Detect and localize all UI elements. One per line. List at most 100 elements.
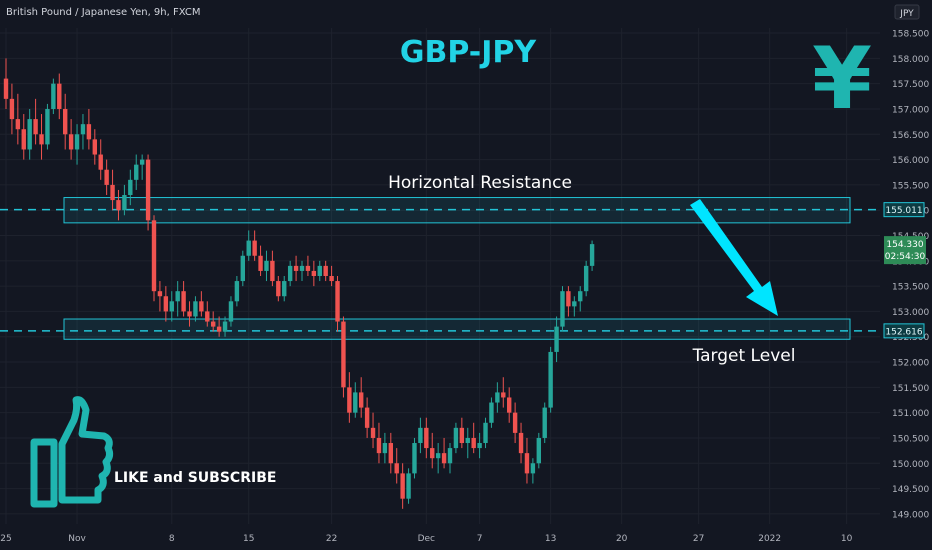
x-tick-label: 20 <box>616 534 628 544</box>
candle-body <box>329 276 334 282</box>
candle <box>477 432 482 459</box>
candle <box>412 437 417 479</box>
candle <box>441 437 447 469</box>
candle-body <box>341 321 346 388</box>
candle-body <box>27 119 32 150</box>
x-axis[interactable]: 25 Nov 8 15 22 Dec 7 13 20 27 2022 10 <box>0 534 852 544</box>
candle-body <box>187 311 192 317</box>
candle <box>104 159 109 196</box>
candle-body <box>282 281 287 297</box>
candle-body <box>116 200 121 211</box>
candle <box>234 276 240 307</box>
candle-body <box>234 281 240 302</box>
y-tick-label: 150.500 <box>892 434 929 444</box>
candle <box>323 260 328 282</box>
candle-body <box>193 301 198 317</box>
candle <box>134 154 139 190</box>
candle-body <box>92 139 97 155</box>
candle <box>39 114 44 160</box>
x-tick-label: 10 <box>841 534 853 544</box>
candle-body <box>205 311 210 322</box>
candle-body <box>583 265 589 292</box>
candle-body <box>370 427 376 438</box>
candle-body <box>430 448 435 459</box>
candle <box>507 387 512 423</box>
arrow-down-right-icon <box>690 199 778 316</box>
candle <box>317 260 322 282</box>
candle-body <box>169 301 174 312</box>
candle-body <box>139 159 145 165</box>
candle <box>63 93 68 150</box>
candle-body <box>151 220 157 292</box>
candle <box>293 255 299 282</box>
candle <box>211 311 216 332</box>
candle <box>400 463 405 509</box>
candle <box>542 402 547 444</box>
candle <box>530 458 536 484</box>
candle <box>578 286 583 312</box>
candle-body <box>258 255 263 271</box>
candle <box>9 83 15 135</box>
candle-body <box>359 392 364 408</box>
candle <box>139 154 145 180</box>
candle-body <box>287 265 293 282</box>
candle-body <box>530 463 536 474</box>
resistance-price-tag: 155.011 <box>885 206 922 216</box>
candle-body <box>554 326 559 352</box>
candle <box>341 316 346 398</box>
y-tick-label: 156.500 <box>892 131 929 141</box>
candle-body <box>447 448 453 464</box>
candle-body <box>578 291 583 302</box>
candle-body <box>63 108 68 135</box>
y-axis[interactable]: 158.500 158.000 157.500 157.000 156.500 156.0… <box>883 30 929 521</box>
y-tick-label: 158.000 <box>892 55 929 65</box>
currency-badge-box <box>894 4 920 20</box>
candle <box>86 108 92 150</box>
candle <box>276 276 281 302</box>
currency-badge[interactable]: JPY <box>899 9 914 19</box>
candle <box>51 78 56 115</box>
candle-body <box>222 321 228 332</box>
candle-body <box>512 412 518 433</box>
candle-body <box>199 301 204 312</box>
candle-body <box>110 184 115 201</box>
candle <box>145 154 151 231</box>
candle <box>264 250 269 282</box>
x-tick-label: 15 <box>243 534 254 544</box>
symbol-label[interactable]: British Pound / Japanese Yen, 9h, FXCM <box>6 7 200 18</box>
candle-body <box>21 129 26 150</box>
candle-body <box>252 240 257 256</box>
candle-body <box>45 108 50 145</box>
candle-body <box>495 392 500 403</box>
x-tick-label: Nov <box>68 534 86 544</box>
x-tick-label: 27 <box>693 534 704 544</box>
candle <box>116 189 121 221</box>
candle <box>364 397 370 438</box>
candle <box>376 422 382 464</box>
candle <box>566 286 571 317</box>
y-tick-label: 152.000 <box>892 359 929 369</box>
candle-body <box>104 169 109 185</box>
candle <box>465 427 470 459</box>
candle-body <box>548 351 553 408</box>
y-tick-label: 157.500 <box>892 80 929 90</box>
candle-body <box>353 392 358 413</box>
candle <box>382 432 388 464</box>
x-tick-label: 7 <box>477 534 483 544</box>
last-price-tag: 154.330 <box>886 240 923 250</box>
candle-body <box>566 291 571 307</box>
candle <box>33 98 38 145</box>
candle <box>3 58 9 109</box>
candle <box>435 443 441 474</box>
zones <box>0 197 880 340</box>
candle <box>21 114 26 160</box>
candle <box>92 129 97 165</box>
y-tick-label: 157.000 <box>892 105 929 115</box>
x-tick-label: 2022 <box>758 534 781 544</box>
candle-body <box>270 260 275 282</box>
candle-body <box>86 124 92 140</box>
candle <box>287 260 293 287</box>
candle <box>406 468 411 504</box>
candle <box>45 103 50 150</box>
